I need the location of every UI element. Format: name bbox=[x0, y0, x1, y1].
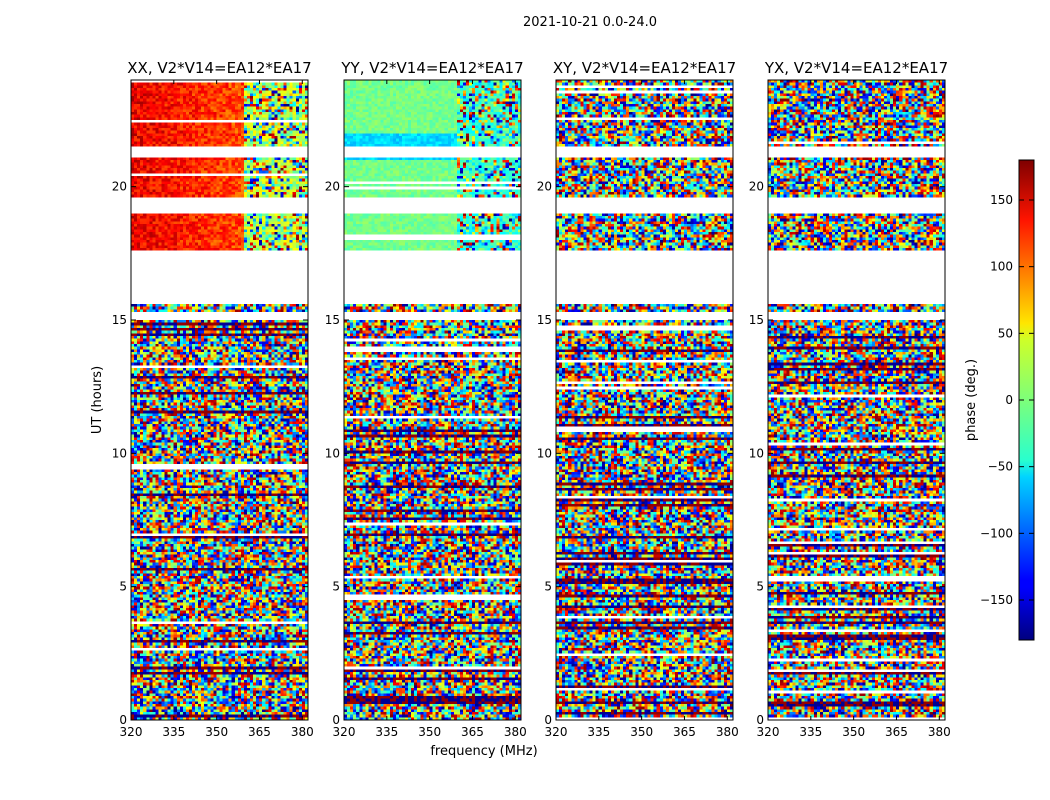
y-axis-label: UT (hours) bbox=[90, 366, 105, 434]
panel-xx: XX, V2*V14=EA12*EA17 320 335 350 365 380 0 5 10 1… bbox=[112, 59, 314, 739]
y-tick-label: 0 bbox=[119, 713, 127, 727]
y-tick-label: 15 bbox=[537, 313, 552, 327]
panel-yy: YY, V2*V14=EA12*EA17 320 335 350 365 380 0 5 10 1… bbox=[325, 59, 527, 739]
panel-xy-title: XY, V2*V14=EA12*EA17 bbox=[553, 59, 736, 77]
y-tick-label: 10 bbox=[325, 446, 340, 460]
y-tick-label: 0 bbox=[332, 713, 340, 727]
x-tick-label: 320 bbox=[120, 725, 143, 739]
colorbar-label: phase (deg.) bbox=[964, 359, 979, 441]
panel-yx: YX, V2*V14=EA12*EA17 320 335 350 365 380 0 5 10 1… bbox=[749, 59, 951, 739]
y-tick-label: 15 bbox=[325, 313, 340, 327]
x-tick-label: 365 bbox=[248, 725, 271, 739]
x-tick-label: 380 bbox=[928, 725, 951, 739]
y-tick-label: 10 bbox=[749, 446, 764, 460]
colorbar-tick-label: 150 bbox=[990, 193, 1013, 207]
x-tick-label: 380 bbox=[291, 725, 314, 739]
colorbar-tick-label: −150 bbox=[980, 593, 1013, 607]
colorbar: 150 100 50 0 −50 −100 −150 phase (deg.) bbox=[964, 159, 1035, 641]
panels: XX, V2*V14=EA12*EA17 320 335 350 365 380 0 5 10 1… bbox=[112, 59, 951, 739]
y-tick-label: 15 bbox=[112, 313, 127, 327]
panel-xx-heatmap bbox=[131, 80, 308, 720]
y-tick-label: 15 bbox=[749, 313, 764, 327]
figure-title: 2021-10-21 0.0-24.0 bbox=[523, 15, 657, 30]
panel-xx-title: XX, V2*V14=EA12*EA17 bbox=[127, 59, 311, 77]
x-tick-label: 350 bbox=[842, 725, 865, 739]
colorbar-ticks: 150 100 50 0 −50 −100 −150 bbox=[980, 193, 1034, 607]
colorbar-tick-label: −100 bbox=[980, 526, 1013, 540]
colorbar-tick-label: −50 bbox=[988, 460, 1013, 474]
x-tick-label: 320 bbox=[757, 725, 780, 739]
panel-yx-title: YX, V2*V14=EA12*EA17 bbox=[764, 59, 948, 77]
panel-yx-heatmap bbox=[768, 80, 945, 720]
x-tick-label: 350 bbox=[630, 725, 653, 739]
panel-yy-frame bbox=[343, 79, 522, 721]
x-tick-label: 380 bbox=[716, 725, 739, 739]
y-tick-label: 20 bbox=[537, 180, 552, 194]
colorbar-tick-label: 0 bbox=[1005, 393, 1013, 407]
x-tick-label: 365 bbox=[885, 725, 908, 739]
panel-yy-heatmap bbox=[344, 80, 521, 720]
x-tick-label: 335 bbox=[375, 725, 398, 739]
y-tick-label: 20 bbox=[112, 180, 127, 194]
x-tick-label: 335 bbox=[162, 725, 185, 739]
x-tick-label: 380 bbox=[504, 725, 527, 739]
y-tick-label: 20 bbox=[749, 180, 764, 194]
colorbar-tick-label: 50 bbox=[998, 326, 1013, 340]
y-tick-label: 10 bbox=[112, 446, 127, 460]
x-tick-label: 335 bbox=[587, 725, 610, 739]
x-axis-label: frequency (MHz) bbox=[430, 744, 537, 759]
panel-xy-frame bbox=[555, 79, 734, 721]
panel-xx-frame bbox=[130, 79, 309, 721]
x-tick-label: 365 bbox=[461, 725, 484, 739]
y-tick-label: 0 bbox=[756, 713, 764, 727]
x-tick-label: 365 bbox=[673, 725, 696, 739]
y-tick-label: 0 bbox=[544, 713, 552, 727]
x-tick-label: 350 bbox=[418, 725, 441, 739]
panel-xy: XY, V2*V14=EA12*EA17 320 335 350 365 380 0 5 10 1… bbox=[537, 59, 739, 739]
x-tick-label: 320 bbox=[545, 725, 568, 739]
colorbar-tick-label: 100 bbox=[990, 260, 1013, 274]
y-tick-label: 5 bbox=[119, 580, 127, 594]
panel-xy-heatmap bbox=[556, 80, 733, 720]
x-tick-label: 320 bbox=[333, 725, 356, 739]
panel-yx-frame bbox=[767, 79, 946, 721]
y-tick-label: 5 bbox=[332, 580, 340, 594]
x-tick-label: 335 bbox=[799, 725, 822, 739]
y-tick-label: 10 bbox=[537, 446, 552, 460]
y-tick-label: 5 bbox=[544, 580, 552, 594]
panel-yy-title: YY, V2*V14=EA12*EA17 bbox=[340, 59, 523, 77]
y-tick-label: 20 bbox=[325, 180, 340, 194]
x-tick-label: 350 bbox=[205, 725, 228, 739]
y-tick-label: 5 bbox=[756, 580, 764, 594]
